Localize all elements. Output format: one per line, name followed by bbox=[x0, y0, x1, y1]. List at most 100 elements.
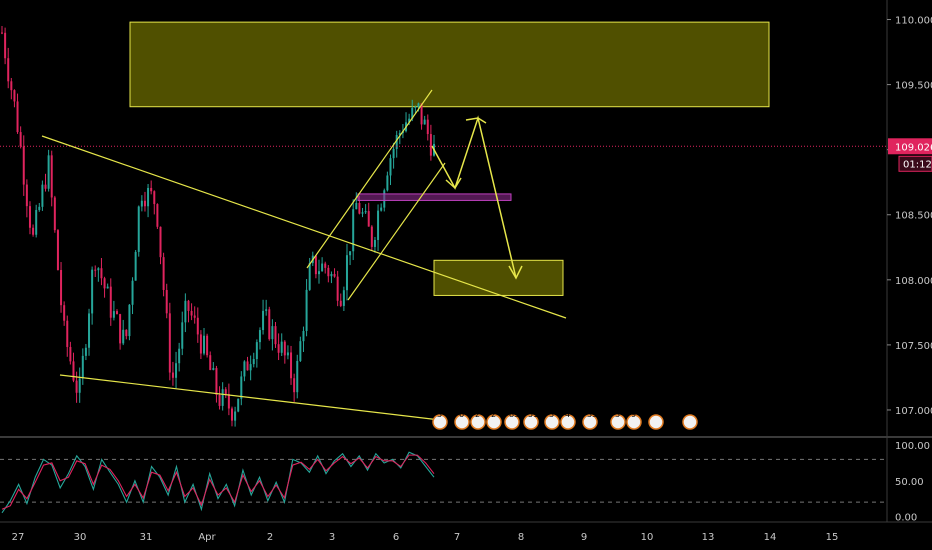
candle-body bbox=[262, 310, 265, 331]
time-tick-label: 7 bbox=[454, 532, 460, 543]
candle-body bbox=[411, 107, 414, 119]
countdown-label: 01:12 bbox=[903, 159, 932, 170]
trendline-drawings[interactable] bbox=[41, 89, 567, 421]
candle-body bbox=[336, 276, 339, 301]
candle-body bbox=[389, 158, 392, 176]
event-flag-icon[interactable] bbox=[523, 414, 539, 430]
event-flag-icon[interactable] bbox=[486, 414, 502, 430]
candle-body bbox=[187, 300, 190, 311]
candle-body bbox=[240, 376, 243, 399]
candle-body bbox=[131, 280, 134, 305]
candle-body bbox=[103, 278, 106, 289]
candle-body bbox=[342, 290, 345, 306]
candle-body bbox=[100, 268, 103, 279]
economic-events-row[interactable]: 3 6 2 2 83 512 3 4 3372 3 9 bbox=[432, 410, 698, 430]
price-axis-tags: 109.026 01:12 bbox=[888, 138, 932, 172]
candle-body bbox=[268, 309, 271, 340]
candle-body bbox=[218, 394, 221, 406]
candle-body bbox=[125, 329, 128, 337]
time-tick-label: 15 bbox=[826, 532, 839, 543]
candle-body bbox=[243, 361, 246, 377]
candle-body bbox=[417, 103, 420, 107]
event-flag-icon[interactable] bbox=[504, 414, 520, 430]
candle-body bbox=[47, 155, 50, 189]
event-flag-icon[interactable] bbox=[682, 414, 698, 430]
event-flag-icon[interactable] bbox=[648, 414, 664, 430]
current-price-tag bbox=[888, 138, 932, 155]
time-tick-label: 27 bbox=[12, 532, 25, 543]
candle-body bbox=[199, 334, 202, 354]
price-pane[interactable]: 3 6 2 2 83 512 3 4 3372 3 9 bbox=[0, 21, 887, 430]
event-count-label: 3372 bbox=[587, 410, 607, 419]
event-count-label: 9 bbox=[631, 410, 636, 419]
candle-body bbox=[119, 314, 122, 344]
event-flag-icon[interactable] bbox=[626, 414, 642, 430]
oscillator-levels bbox=[0, 458, 887, 503]
event-flag-icon[interactable] bbox=[470, 414, 486, 430]
current-price-label: 109.026 bbox=[895, 142, 932, 153]
candle-body bbox=[420, 103, 423, 125]
candle-body bbox=[299, 341, 302, 361]
candle-body bbox=[212, 368, 215, 370]
candle-body bbox=[249, 364, 252, 371]
candle-body bbox=[128, 304, 131, 337]
candle-body bbox=[255, 342, 258, 360]
price-tick-label: 107.500 bbox=[895, 341, 932, 352]
candle-body bbox=[78, 378, 81, 393]
candle-body bbox=[203, 335, 206, 354]
candle-body bbox=[7, 58, 10, 82]
candle-body bbox=[53, 197, 56, 231]
event-flag-icon[interactable] bbox=[454, 414, 470, 430]
price-axis[interactable]: 110.000109.500109.000108.500108.000107.5… bbox=[886, 0, 932, 523]
event-count-label: 4 bbox=[565, 410, 570, 419]
candle-body bbox=[162, 257, 165, 290]
target-zone bbox=[433, 259, 564, 296]
price-tick-label: 109.500 bbox=[895, 81, 932, 92]
oscillator-axis-ticks: 100.00 50.00 0.00 bbox=[895, 441, 930, 523]
event-flag-icon[interactable] bbox=[610, 414, 626, 430]
candle-body bbox=[308, 263, 311, 290]
event-flag-icon[interactable] bbox=[582, 414, 598, 430]
candle-body bbox=[13, 90, 16, 102]
candle-body bbox=[373, 239, 376, 247]
arrow-head-down-icon bbox=[445, 177, 462, 190]
candle-body bbox=[112, 311, 115, 318]
candle-body bbox=[19, 132, 22, 147]
time-tick-label: 13 bbox=[702, 532, 715, 543]
candle-body bbox=[367, 211, 370, 227]
candle-body bbox=[60, 270, 63, 306]
event-flag-icon[interactable] bbox=[544, 414, 560, 430]
candle-body bbox=[10, 81, 13, 91]
event-flag-icon[interactable] bbox=[560, 414, 576, 430]
candle-body bbox=[81, 355, 84, 379]
candle-body bbox=[258, 330, 261, 343]
mid-zone bbox=[357, 193, 512, 201]
time-tick-label: 3 bbox=[329, 532, 335, 543]
candle-body bbox=[246, 361, 249, 371]
candle-body bbox=[296, 360, 299, 393]
candle-body bbox=[230, 408, 233, 421]
channel-upper-line[interactable] bbox=[306, 89, 433, 269]
candle-body bbox=[361, 212, 364, 214]
time-axis[interactable]: 27 30 31 Apr 2 3 6 7 8 9 10 13 14 15 bbox=[0, 521, 932, 543]
candle-body bbox=[137, 206, 140, 252]
candle-body bbox=[171, 372, 174, 378]
event-flag-icon[interactable] bbox=[432, 414, 448, 430]
candle-body bbox=[134, 251, 137, 281]
candle-body bbox=[349, 251, 352, 256]
candle-body bbox=[190, 310, 193, 316]
upper-trendline[interactable] bbox=[41, 135, 567, 319]
candle-body bbox=[16, 101, 19, 133]
candle-body bbox=[333, 273, 336, 277]
channel-lower-line[interactable] bbox=[347, 162, 446, 301]
candle-body bbox=[41, 184, 44, 207]
oscillator-pane[interactable] bbox=[0, 451, 887, 514]
candle-body bbox=[91, 269, 94, 314]
candle-body bbox=[44, 184, 47, 189]
oscillator-series-line bbox=[1, 454, 435, 510]
lower-trendline[interactable] bbox=[59, 374, 441, 421]
candle-body bbox=[153, 191, 156, 205]
candle-body bbox=[109, 286, 112, 318]
projected-path[interactable] bbox=[431, 115, 517, 279]
